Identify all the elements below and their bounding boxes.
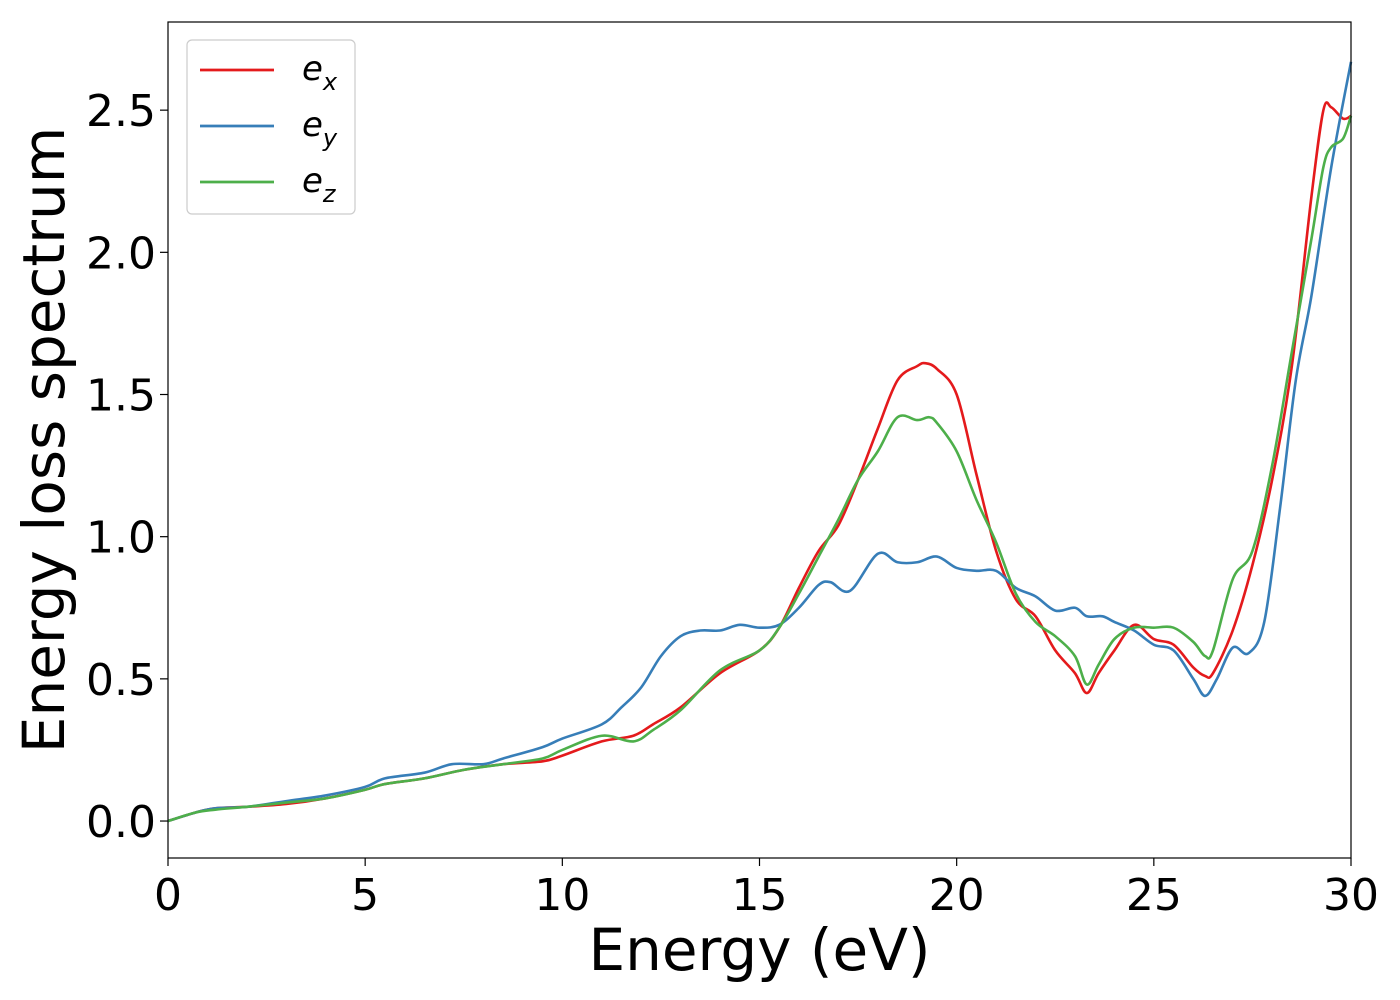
legend-label-y: ey bbox=[302, 105, 338, 152]
y-axis-label: Energy loss spectrum bbox=[10, 127, 78, 753]
y-tick-label: 0.0 bbox=[86, 797, 156, 848]
series-layer bbox=[167, 61, 1353, 823]
x-tick-label: 5 bbox=[351, 870, 379, 921]
y-tick-label: 2.5 bbox=[86, 86, 156, 137]
y-tick-label: 1.0 bbox=[86, 513, 156, 564]
x-tick-label: 10 bbox=[534, 870, 590, 921]
x-tick-label: 15 bbox=[732, 870, 788, 921]
y-tick-label: 1.5 bbox=[86, 371, 156, 422]
plot-area bbox=[168, 22, 1351, 858]
y-axis-ticks: 0.0 0.5 1.0 1.5 2.0 2.5 bbox=[86, 86, 168, 848]
x-tick-label: 25 bbox=[1126, 870, 1182, 921]
x-tick-label: 20 bbox=[929, 870, 985, 921]
x-tick-label: 0 bbox=[154, 870, 182, 921]
x-axis-ticks: 0 5 10 15 20 25 30 bbox=[154, 858, 1379, 921]
y-tick-label: 0.5 bbox=[86, 655, 156, 706]
legend-label-z: ez bbox=[302, 161, 337, 208]
series-line-z bbox=[167, 115, 1353, 823]
x-axis-label: Energy (eV) bbox=[588, 916, 930, 984]
legend-label-x: ex bbox=[302, 49, 338, 96]
y-tick-label: 2.0 bbox=[86, 228, 156, 279]
legend: ex ey ez bbox=[186, 39, 356, 215]
x-tick-label: 30 bbox=[1323, 870, 1379, 921]
series-line-y bbox=[167, 61, 1353, 823]
